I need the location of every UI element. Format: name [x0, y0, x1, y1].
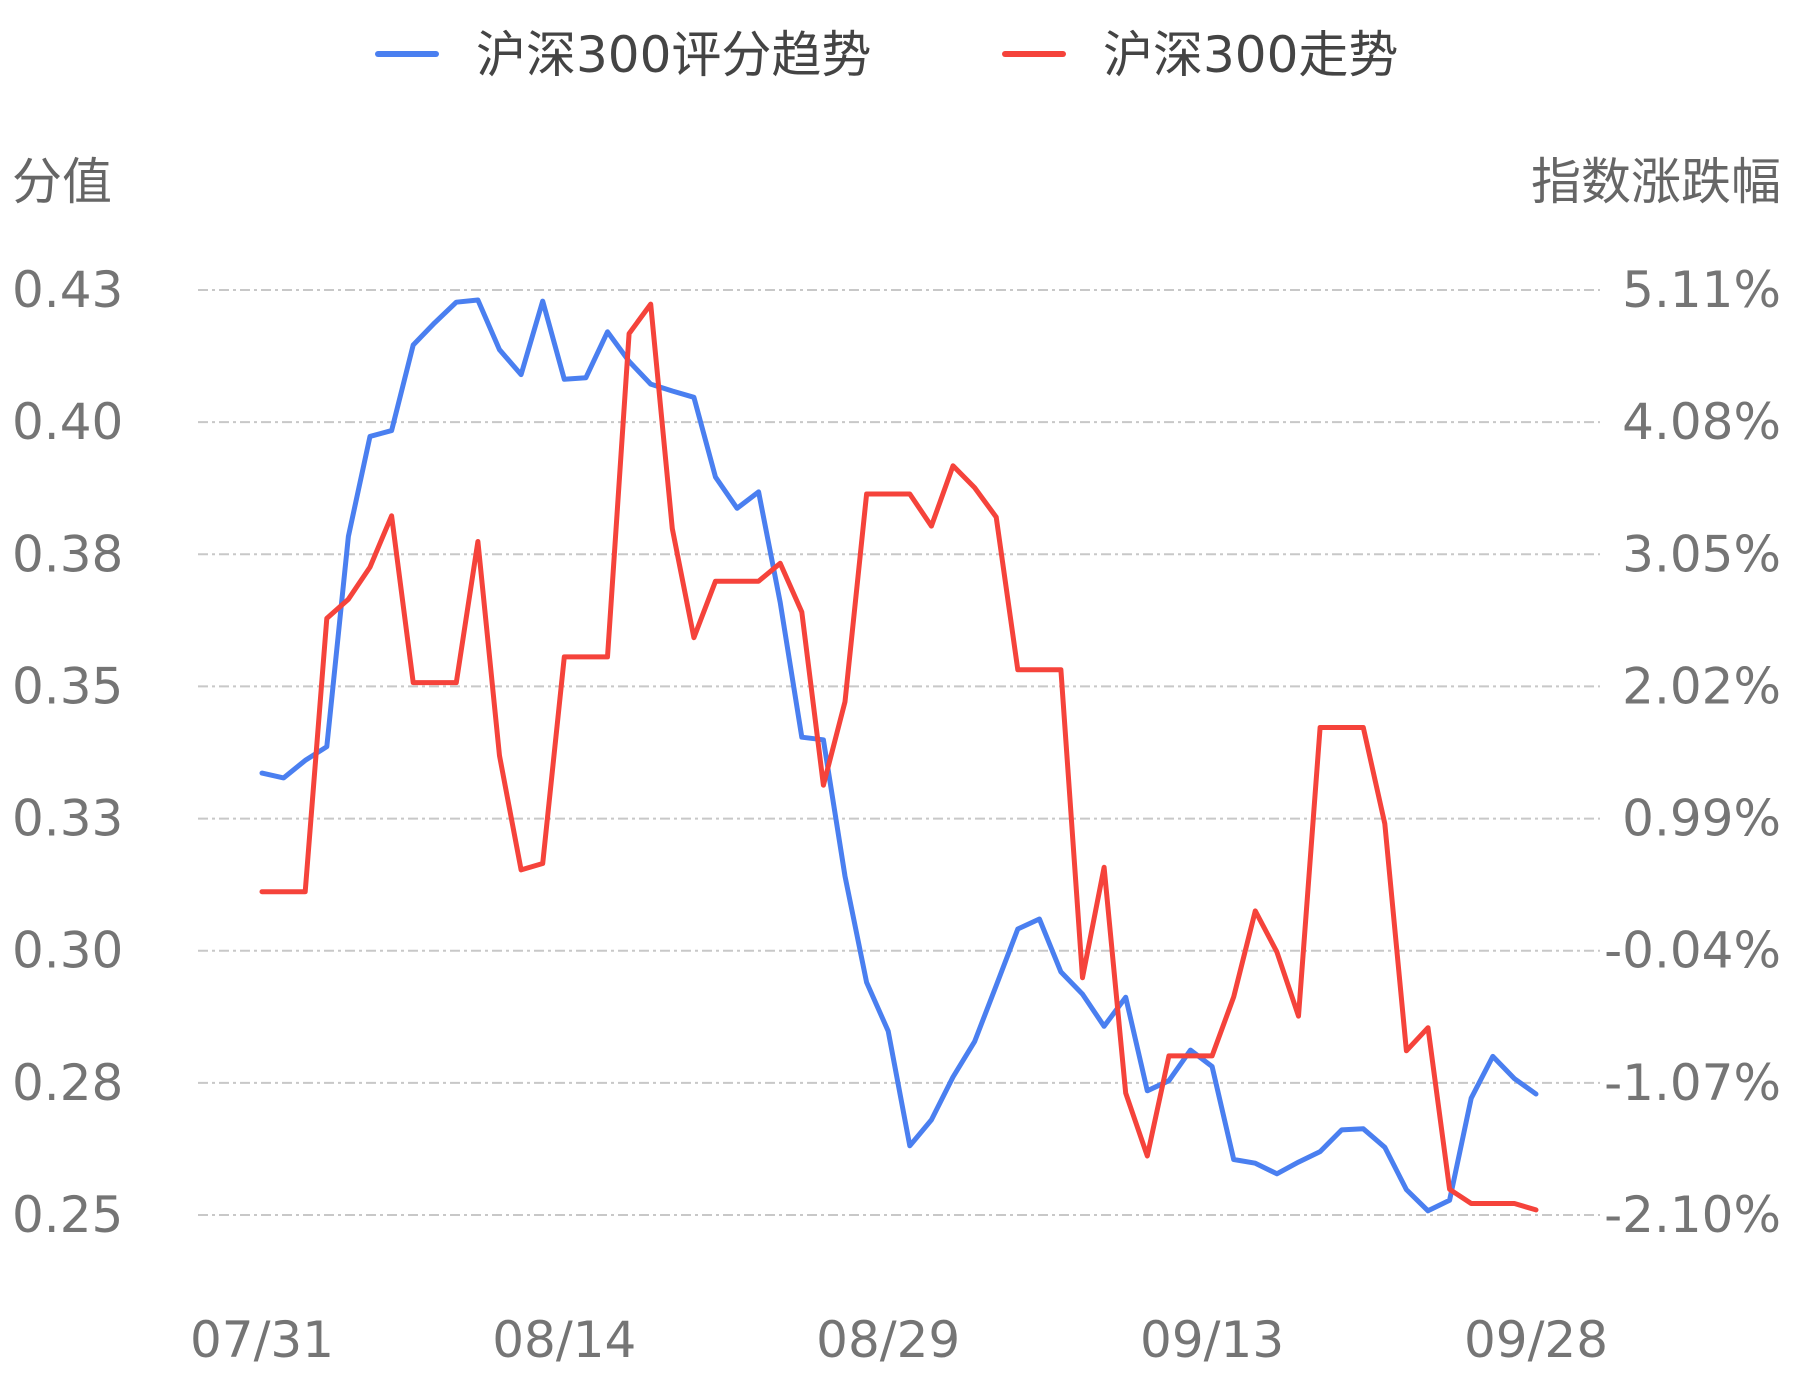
- x-axis: 07/31 08/14 08/29 09/13 09/28: [190, 1311, 1608, 1369]
- left-tick-label: 0.40: [12, 393, 123, 451]
- right-axis: 5.11% 4.08% 3.05% 2.02% 0.99% -0.04% -1.07% -2.…: [1604, 261, 1781, 1244]
- left-tick-label: 0.25: [12, 1186, 123, 1244]
- right-tick-label: 5.11%: [1622, 261, 1781, 319]
- x-tick-label: 08/29: [816, 1311, 960, 1369]
- legend-label-series-0: 沪深300评分趋势: [476, 26, 871, 84]
- left-axis: 0.43 0.40 0.38 0.35 0.33 0.30 0.28 0.25: [12, 261, 123, 1244]
- right-tick-label: -0.04%: [1604, 922, 1781, 980]
- x-tick-label: 09/13: [1140, 1311, 1284, 1369]
- left-tick-label: 0.35: [12, 657, 123, 715]
- right-axis-title: 指数涨跌幅: [1531, 153, 1781, 211]
- left-tick-label: 0.38: [12, 525, 123, 583]
- left-tick-label: 0.33: [12, 790, 123, 848]
- left-tick-label: 0.28: [12, 1054, 123, 1112]
- series-line-1: [259, 301, 1539, 1213]
- x-tick-label: 07/31: [190, 1311, 334, 1369]
- x-tick-label: 09/28: [1464, 1311, 1608, 1369]
- left-axis-title: 分值: [12, 153, 112, 211]
- left-tick-label: 0.30: [12, 922, 123, 980]
- right-tick-label: -2.10%: [1604, 1186, 1781, 1244]
- right-tick-label: 3.05%: [1622, 525, 1781, 583]
- legend-label-series-1: 沪深300走势: [1103, 26, 1398, 84]
- right-tick-label: -1.07%: [1604, 1054, 1781, 1112]
- left-tick-label: 0.43: [12, 261, 123, 319]
- right-tick-label: 2.02%: [1622, 657, 1781, 715]
- series-line-0: [259, 297, 1539, 1214]
- right-tick-label: 0.99%: [1622, 790, 1781, 848]
- plot-area: [259, 297, 1539, 1214]
- legend[interactable]: 沪深300评分趋势 沪深300走势: [375, 26, 1398, 84]
- x-tick-label: 08/14: [492, 1311, 636, 1369]
- right-tick-label: 4.08%: [1622, 393, 1781, 451]
